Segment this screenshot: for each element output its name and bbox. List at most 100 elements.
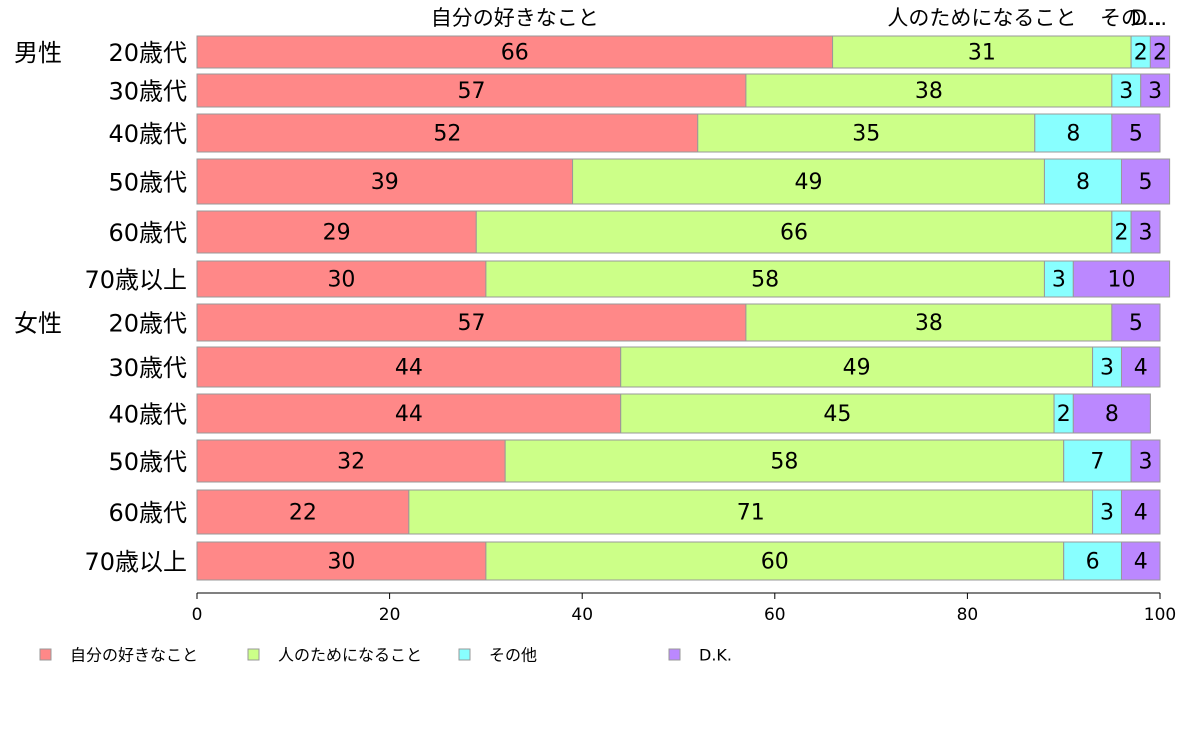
bar-segment — [1111, 303, 1161, 342]
row-label: 50歳代 — [108, 169, 187, 197]
group-label: 女性 — [14, 310, 62, 338]
bar-segment — [196, 393, 622, 434]
bar-value-label: 38 — [915, 79, 943, 104]
bar-value-label: 8 — [1076, 170, 1090, 195]
bar-segment — [1043, 260, 1074, 298]
bar-value-label: 58 — [751, 268, 779, 293]
x-tick-label: 80 — [957, 605, 979, 625]
bar-value-label: 49 — [843, 356, 871, 381]
bar-segment — [1043, 158, 1122, 205]
bar-segment — [196, 73, 747, 108]
bar-segment — [1072, 393, 1151, 434]
bar-value-label: 6 — [1086, 550, 1100, 575]
bar-segment — [196, 158, 574, 205]
bar-value-label: 31 — [968, 41, 996, 66]
bar-segment — [697, 113, 1036, 153]
bar-value-label: 30 — [327, 268, 355, 293]
bar-segment — [1140, 73, 1171, 108]
top-header-label: 人のためになること — [887, 6, 1076, 30]
bar-value-label: 3 — [1052, 268, 1066, 293]
bar-value-label: 71 — [737, 501, 765, 526]
top-header-label: その... — [1100, 6, 1162, 30]
bar-segment — [832, 35, 1132, 69]
bar-value-label: 32 — [337, 450, 365, 475]
bar-segment — [408, 489, 1094, 535]
bar-value-label: 5 — [1139, 170, 1153, 195]
bar-value-label: 2 — [1114, 221, 1128, 246]
bar-value-label: 39 — [371, 170, 399, 195]
bar-segment — [196, 489, 410, 535]
bar-segment — [1072, 260, 1171, 298]
bar-value-label: 57 — [457, 79, 485, 104]
bar-segment — [485, 541, 1065, 581]
bar-value-label: 66 — [501, 41, 529, 66]
row-label: 30歳代 — [108, 78, 187, 106]
bar-segment — [1120, 541, 1161, 581]
legend-label: D.K. — [699, 646, 732, 665]
row-label: 40歳代 — [108, 120, 187, 148]
legend-swatch — [458, 648, 471, 661]
bar-value-label: 3 — [1100, 501, 1114, 526]
bar-segment — [1130, 210, 1161, 254]
row-label: 20歳代 — [108, 39, 187, 67]
bar-value-label: 4 — [1134, 550, 1148, 575]
bar-value-label: 8 — [1105, 402, 1119, 427]
bar-segment — [504, 439, 1065, 483]
bar-segment — [1092, 346, 1122, 388]
legend-swatch — [247, 648, 260, 661]
x-tick-label: 40 — [571, 605, 593, 625]
row-label: 50歳代 — [108, 448, 187, 476]
legend-swatch — [668, 648, 681, 661]
row-label: 60歳代 — [108, 499, 187, 527]
bar-value-label: 57 — [457, 311, 485, 336]
top-header-label: 自分の好きなこと — [431, 6, 599, 30]
bar-value-label: 7 — [1090, 450, 1104, 475]
bar-value-label: 10 — [1107, 268, 1135, 293]
x-tick-label: 100 — [1144, 605, 1176, 625]
bar-value-label: 38 — [915, 311, 943, 336]
x-tick-label: 0 — [192, 605, 203, 625]
bar-segment — [745, 73, 1113, 108]
bar-segment — [475, 210, 1113, 254]
row-label: 70歳以上 — [84, 548, 187, 576]
bar-segment — [1120, 489, 1161, 535]
row-label: 60歳代 — [108, 219, 187, 247]
bar-segment — [1034, 113, 1113, 153]
row-label: 40歳代 — [108, 401, 187, 429]
bar-value-label: 3 — [1139, 221, 1153, 246]
bar-segment — [1063, 541, 1122, 581]
legend-label: その他 — [489, 646, 537, 665]
bar-segment — [1092, 489, 1122, 535]
bar-segment — [196, 303, 747, 342]
x-tick-label: 20 — [379, 605, 401, 625]
bar-segment — [1120, 346, 1161, 388]
bar-value-label: 66 — [780, 221, 808, 246]
bar-value-label: 22 — [289, 501, 317, 526]
bar-value-label: 4 — [1134, 501, 1148, 526]
bar-segment — [1120, 158, 1171, 205]
bar-value-label: 2 — [1057, 402, 1071, 427]
bar-value-label: 35 — [852, 122, 880, 147]
row-label: 20歳代 — [108, 310, 187, 338]
bar-value-label: 2 — [1134, 41, 1148, 66]
bar-value-label: 3 — [1100, 356, 1114, 381]
bar-value-label: 8 — [1066, 122, 1080, 147]
legend-swatch — [39, 648, 52, 661]
bar-value-label: 52 — [433, 122, 461, 147]
bar-value-label: 3 — [1139, 450, 1153, 475]
group-label: 男性 — [14, 39, 62, 67]
bar-segment — [1149, 35, 1171, 69]
bar-value-label: 45 — [823, 402, 851, 427]
row-label: 30歳代 — [108, 354, 187, 382]
bar-segment — [1130, 439, 1161, 483]
x-tick-label: 60 — [764, 605, 786, 625]
bar-segment — [1111, 73, 1142, 108]
bar-value-label: 44 — [395, 356, 423, 381]
bar-value-label: 58 — [770, 450, 798, 475]
bar-value-label: 49 — [795, 170, 823, 195]
bar-value-label: 60 — [761, 550, 789, 575]
row-label: 70歳以上 — [84, 266, 187, 294]
bar-segment — [196, 439, 506, 483]
top-header-label: D... — [1131, 6, 1167, 30]
